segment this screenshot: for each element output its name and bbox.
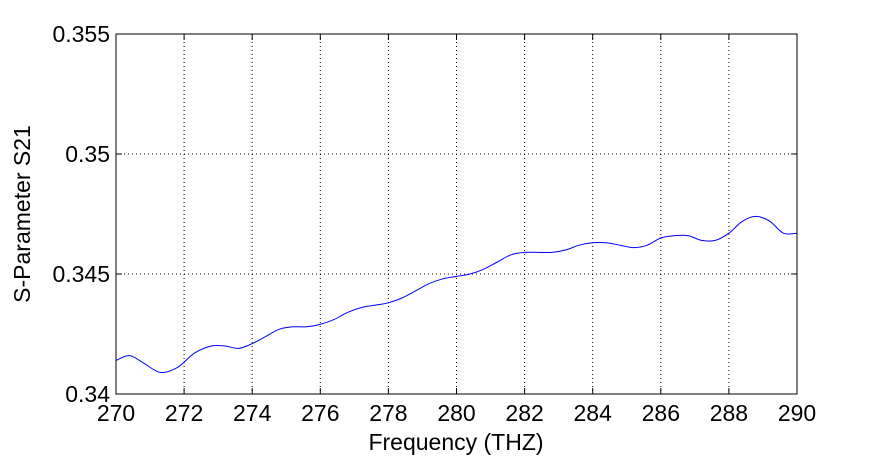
x-tick-label: 274 (233, 400, 272, 426)
x-tick-label: 280 (437, 400, 475, 426)
x-axis-label: Frequency (THZ) (368, 429, 543, 455)
y-axis-label: S-Parameter S21 (9, 125, 35, 303)
x-tick-label: 290 (778, 400, 816, 426)
x-tick-label: 284 (574, 400, 613, 426)
y-tick-label: 0.34 (65, 381, 110, 407)
series-line (115, 215, 798, 374)
x-tick-label: 288 (710, 400, 748, 426)
ticks (115, 33, 798, 395)
x-tick-label: 282 (505, 400, 543, 426)
y-tick-label: 0.355 (52, 21, 110, 47)
grid (116, 34, 797, 394)
y-tick-label: 0.345 (52, 261, 110, 287)
x-tick-label: 270 (97, 400, 135, 426)
series-layer (115, 215, 798, 374)
x-tick-label: 276 (301, 400, 339, 426)
y-tick-label: 0.35 (65, 141, 110, 167)
x-tick-label: 286 (642, 400, 680, 426)
x-tick-label: 278 (369, 400, 407, 426)
x-tick-label: 272 (165, 400, 203, 426)
tick-labels: 270 272 274 276 278 280 282 284 286 288 290 0.34 0.3… (52, 21, 816, 426)
